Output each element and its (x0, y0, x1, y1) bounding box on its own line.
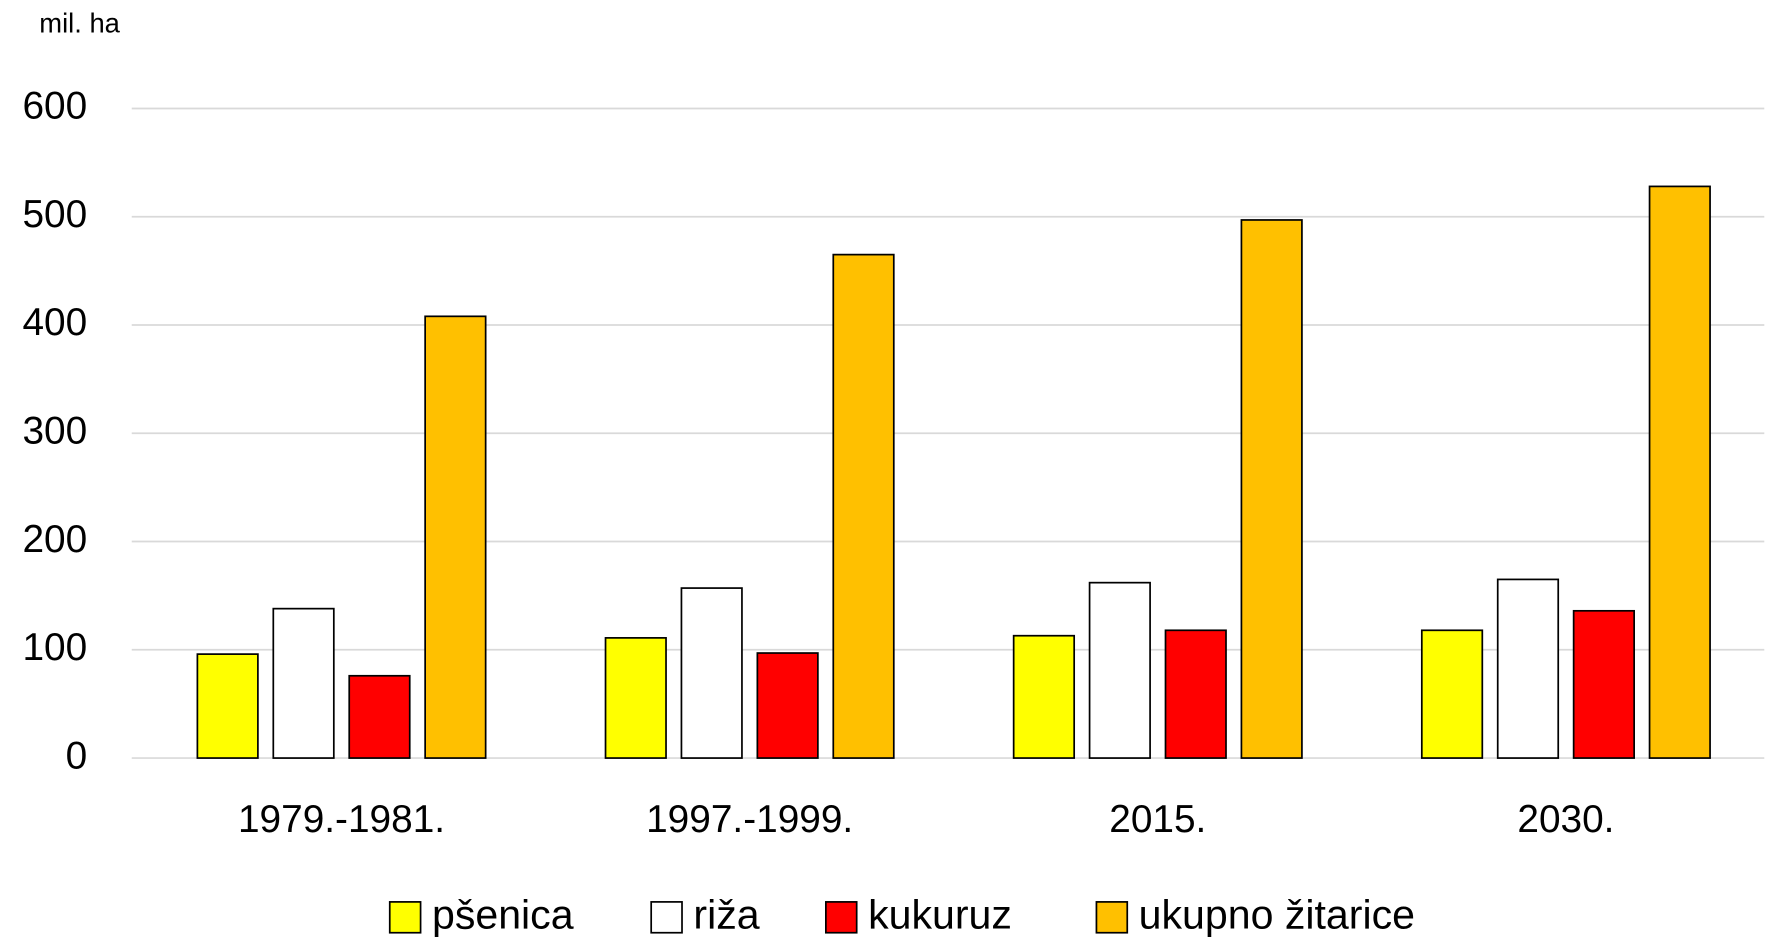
legend-swatch (650, 901, 683, 934)
bar (832, 253, 895, 759)
bar (680, 587, 743, 759)
x-tick-label: 1997.-1999. (646, 798, 853, 841)
legend-label: ukupno žitarice (1139, 892, 1415, 938)
bar (1164, 629, 1227, 759)
y-tick-label: 0 (66, 734, 88, 777)
x-tick-label: 2030. (1517, 798, 1614, 841)
bar (1420, 629, 1484, 759)
bar (1648, 185, 1711, 759)
bar (756, 652, 819, 759)
bar (1012, 634, 1076, 759)
x-tick-label: 2015. (1109, 798, 1206, 841)
x-tick-label: 1979.-1981. (238, 798, 445, 841)
bar (272, 607, 335, 759)
y-tick-label: 400 (22, 301, 87, 344)
y-tick-label: 100 (22, 626, 87, 669)
legend-swatch (388, 901, 422, 934)
bar (1496, 578, 1560, 759)
bar (604, 637, 667, 759)
y-tick-label: 500 (22, 193, 87, 236)
y-tick-label: 300 (22, 410, 87, 453)
y-axis-label: mil. ha (39, 7, 120, 38)
bar (1240, 219, 1303, 759)
bar (1088, 581, 1151, 759)
bar (1572, 609, 1636, 759)
bar (424, 315, 487, 759)
legend-label: kukuruz (868, 892, 1012, 938)
bar (196, 653, 259, 759)
legend-label: riža (693, 892, 759, 938)
legend-label: pšenica (432, 892, 574, 938)
legend-swatch (1095, 901, 1129, 934)
bar (348, 674, 411, 759)
legend-swatch (825, 901, 858, 934)
y-tick-label: 200 (22, 518, 87, 561)
y-tick-label: 600 (22, 85, 87, 128)
